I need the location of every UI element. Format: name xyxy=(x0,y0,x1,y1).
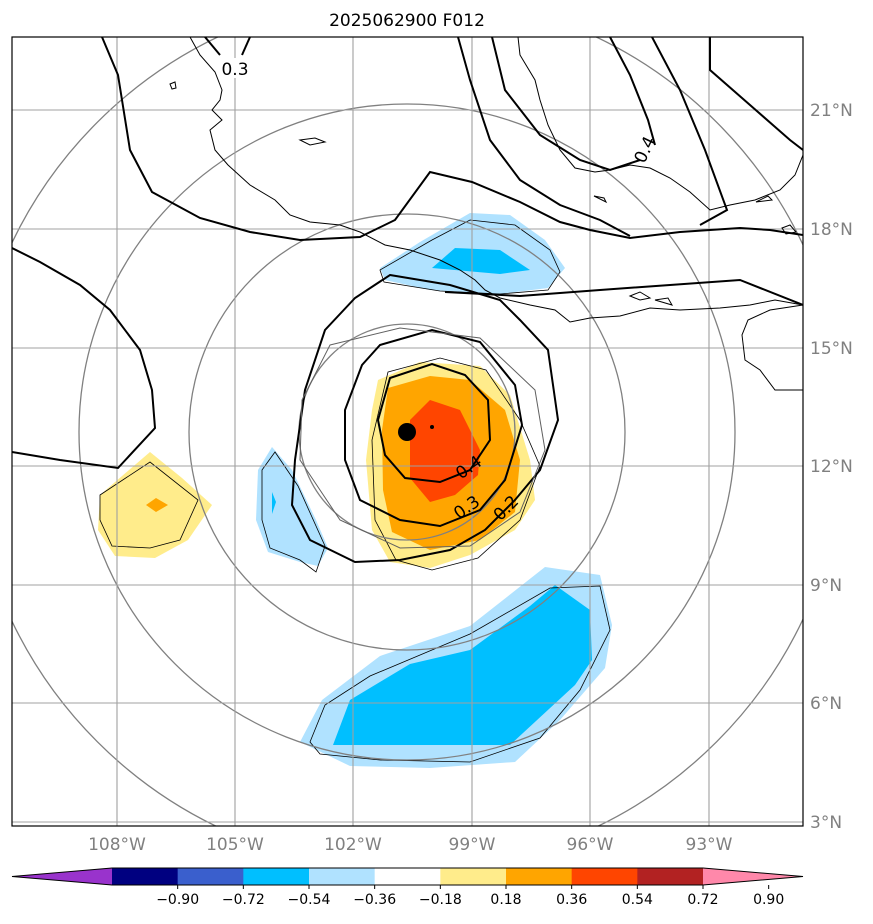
coastline-island-1 xyxy=(298,137,327,146)
colorbar-tick-label: 0.36 xyxy=(556,892,587,908)
lon-labels: 108°W 105°W 102°W 99°W 96°W 93°W xyxy=(88,835,733,855)
contour-west-upper xyxy=(101,37,803,242)
lat-label-18: 18°N xyxy=(810,220,853,240)
lat-label-15: 15°N xyxy=(810,339,853,359)
colorbar-tick-label: −0.18 xyxy=(419,892,462,908)
coastline-island-2 xyxy=(169,81,177,90)
colorbar-swatch xyxy=(243,868,310,885)
lon-label-102: 102°W xyxy=(324,835,382,855)
contour-0.3-top xyxy=(204,37,221,56)
map-content: 0.3 0.4 0.4 0.3 0.2 xyxy=(12,37,803,826)
colorbar-outline xyxy=(11,867,804,886)
lat-labels: 21°N 18°N 15°N 12°N 9°N 6°N 3°N xyxy=(810,101,853,833)
coastline-yucatan xyxy=(741,304,803,391)
thin-outline-westblue xyxy=(261,451,326,573)
inner-contours xyxy=(299,327,546,549)
lon-label-93: 93°W xyxy=(686,835,733,855)
storm-secondary-dot xyxy=(430,425,434,429)
range-ring-2 xyxy=(188,213,626,651)
thin-outline-north xyxy=(379,219,561,295)
lat-label-6: 6°N xyxy=(810,694,842,714)
lon-label-99: 99°W xyxy=(449,835,496,855)
contour-0.3-storm xyxy=(344,328,524,528)
shade-pos-west-core xyxy=(146,498,168,512)
lat-label-12: 12°N xyxy=(810,457,853,477)
map-title: 2025062900 F012 xyxy=(329,11,485,31)
colorbar-tick-label: −0.90 xyxy=(156,892,199,908)
colorbar-swatch xyxy=(571,868,638,885)
shade-neg-west-core xyxy=(272,492,276,514)
colorbar-tick-label: 0.72 xyxy=(687,892,718,908)
colorbar-swatch xyxy=(440,868,507,885)
contour-0.4-storm xyxy=(376,362,492,484)
colorbar-extend-high xyxy=(703,868,803,885)
range-rings xyxy=(12,37,803,826)
colorbar-tick-label: 0.90 xyxy=(753,892,784,908)
lat-label-3: 3°N xyxy=(810,813,842,833)
contours xyxy=(12,37,803,564)
range-ring-3 xyxy=(78,103,736,761)
storm-center-dot xyxy=(398,423,416,441)
colorbar-swatch xyxy=(506,868,573,885)
colorbar-swatch xyxy=(374,868,441,885)
colorbar-tick-label: −0.54 xyxy=(288,892,331,908)
shade-neg-north-core xyxy=(432,248,530,274)
colorbar: −0.90 −0.72 −0.54 −0.36 −0.18 0.18 0.36 0.54 0.7… xyxy=(11,867,804,908)
contour-0.3-top-b xyxy=(241,37,251,56)
coastlines xyxy=(169,37,803,391)
coastline-mexico-pacific xyxy=(189,37,803,323)
colorbar-swatch xyxy=(309,868,376,885)
coastline-gulf xyxy=(517,37,803,211)
coastline-island-7 xyxy=(593,195,608,204)
contour-east-4 xyxy=(651,37,729,226)
lon-label-96: 96°W xyxy=(567,835,614,855)
contour-east-3 xyxy=(609,37,656,146)
colorbar-swatch xyxy=(177,868,244,885)
colorbar-tick-label: 0.54 xyxy=(622,892,653,908)
colorbar-tick-label: 0.18 xyxy=(490,892,521,908)
contour-east-6 xyxy=(444,278,803,306)
inner-contour-a xyxy=(299,327,546,549)
thin-outline-west xyxy=(99,461,199,549)
colorbar-swatch xyxy=(112,868,179,885)
map-frame xyxy=(11,36,804,827)
contour-0.2-storm xyxy=(290,273,560,564)
shade-neg-south-core xyxy=(333,585,592,745)
thin-outline-south xyxy=(309,585,611,763)
contour-label-0.3-top: 0.3 xyxy=(221,60,248,80)
coastline-island-5 xyxy=(654,297,674,306)
contour-east-5 xyxy=(709,37,803,151)
shade-pos-storm-core xyxy=(410,400,480,502)
lat-label-21: 21°N xyxy=(810,101,853,121)
coastline-island-6 xyxy=(755,195,774,203)
colorbar-swatch xyxy=(637,868,704,885)
contour-0.2-large xyxy=(12,247,157,470)
lon-label-105: 105°W xyxy=(206,835,264,855)
contour-east-1 xyxy=(457,37,631,237)
graticule xyxy=(12,37,803,826)
colorbar-tick-label: −0.72 xyxy=(222,892,265,908)
lon-label-108: 108°W xyxy=(88,835,146,855)
colorbar-extend-low xyxy=(12,868,112,885)
contour-east-2 xyxy=(491,37,641,172)
lat-label-9: 9°N xyxy=(810,576,842,596)
colorbar-tick-label: −0.36 xyxy=(353,892,396,908)
coastline-island-4 xyxy=(628,291,652,301)
